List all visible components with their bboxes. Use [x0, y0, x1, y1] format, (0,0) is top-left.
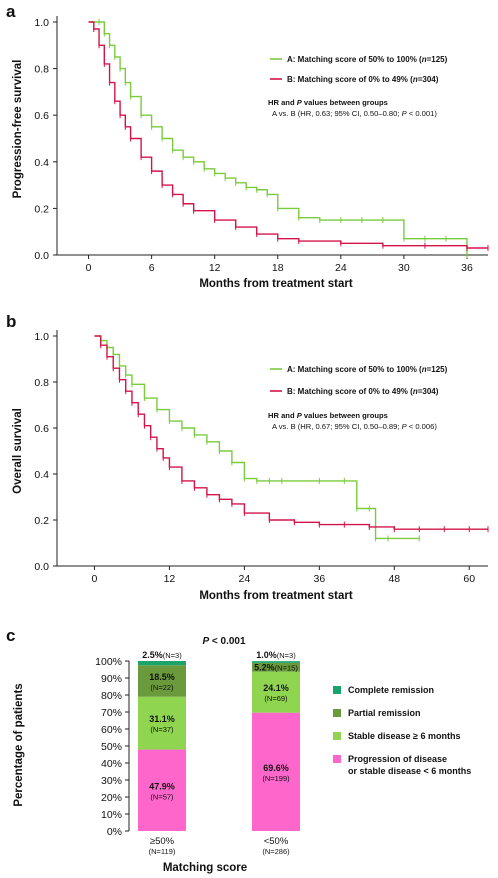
segment-n-label: (N=22): [150, 683, 174, 692]
y-tick-label: 30%: [101, 775, 122, 787]
ylabel-a: Progression-free survival: [12, 60, 24, 199]
y-tick-label: 1.0: [34, 331, 49, 343]
km-chart-b: b Overall survival Months from treatment…: [6, 312, 489, 602]
category-n-label: (N=286): [262, 847, 290, 856]
stacked-bar-chart-c: c Percentage of patients Matching score …: [6, 626, 471, 874]
legend-a: A: Matching score of 50% to 100% (n=125)…: [270, 55, 448, 84]
segment-value-label: 47.9%: [149, 781, 175, 791]
y-tick-label: 20%: [101, 792, 122, 804]
segment-value-label: 18.5%: [149, 672, 175, 682]
hr-title-b: HR and P values between groups: [268, 411, 388, 420]
segment-value-label: 24.1%: [263, 683, 289, 693]
bar-segment-stable: [138, 696, 186, 750]
legend-text-b-1: A: Matching score of 50% to 100% (n=125): [287, 365, 448, 374]
km-curve-B: [88, 21, 488, 249]
y-tick-label: 1.0: [34, 17, 49, 29]
y-tick-label: 0.4: [34, 157, 49, 169]
legend-text-b-2: B: Matching score of 0% to 49% (n=304): [287, 387, 439, 396]
xlabel-a: Months from treatment start: [199, 278, 353, 290]
segment-value-label: 69.6%: [263, 763, 289, 773]
segment-n-label: (N=57): [150, 792, 174, 801]
category-label: ≥50%: [150, 836, 175, 847]
y-tick-label: 0.6: [34, 110, 49, 122]
x-tick-label: 30: [398, 262, 410, 274]
legend-label-c: or stable disease < 6 months: [348, 766, 471, 776]
y-tick-label: 10%: [101, 809, 122, 821]
pvalue-c: P < 0.001: [202, 636, 246, 647]
x-tick-label: 24: [239, 573, 251, 585]
x-tick-label: 24: [335, 262, 347, 274]
bar-segment-stable: [252, 671, 300, 713]
xlabel-b: Months from treatment start: [199, 590, 353, 602]
km-curve-A: [94, 335, 420, 540]
y-tick-label: 0.0: [34, 250, 49, 262]
x-tick-label: 60: [463, 573, 475, 585]
legend-label-c: Partial remission: [348, 708, 421, 718]
legend-label-c: Complete remission: [348, 685, 434, 695]
x-tick-label: 6: [149, 262, 155, 274]
bar-segment-complete: [252, 661, 300, 663]
y-tick-label: 0.2: [34, 515, 49, 527]
y-tick-label: 0%: [107, 826, 122, 838]
y-tick-label: 80%: [101, 690, 122, 702]
legend-swatch-c: [333, 755, 341, 763]
ylabel-b: Overall survival: [12, 408, 24, 494]
x-tick-label: 0: [86, 262, 92, 274]
ylabel-c: Percentage of patients: [13, 683, 25, 806]
legend-swatch-c: [333, 686, 341, 694]
legend-label-c: Progression of disease: [348, 754, 447, 764]
x-tick-label: 36: [314, 573, 326, 585]
legend-text-a-1: A: Matching score of 50% to 100% (n=125): [287, 55, 448, 64]
bar-segment-progression: [252, 712, 300, 831]
x-tick-label: 48: [388, 573, 400, 585]
x-tick-label: 36: [461, 262, 473, 274]
panel-label-b: b: [6, 312, 16, 331]
segment-value-label: 31.1%: [149, 714, 175, 724]
bar-segment-progression: [138, 749, 186, 831]
category-label: <50%: [264, 836, 289, 847]
y-tick-label: 0.2: [34, 203, 49, 215]
km-chart-a: a Progression-free survival Months from …: [6, 2, 489, 290]
y-tick-label: 50%: [101, 741, 122, 753]
segment-value-label: 2.5%(N=3): [142, 650, 182, 660]
y-tick-label: 100%: [95, 656, 122, 668]
y-tick-label: 0.6: [34, 423, 49, 435]
xlabel-c: Matching score: [163, 862, 247, 874]
segment-n-label: (N=199): [262, 774, 290, 783]
y-tick-label: 70%: [101, 707, 122, 719]
hr-text-b: A vs. B (HR, 0.67; 95% CI, 0.50–0.89; P …: [272, 422, 437, 431]
x-tick-label: 18: [272, 262, 284, 274]
category-n-label: (N=119): [149, 847, 176, 856]
legend-text-a-2: B: Matching score of 0% to 49% (n=304): [287, 75, 439, 84]
legend-swatch-c: [333, 732, 341, 740]
x-tick-label: 0: [92, 573, 98, 585]
y-tick-label: 90%: [101, 673, 122, 685]
km-curve-B: [94, 335, 488, 530]
legend-b: A: Matching score of 50% to 100% (n=125)…: [270, 365, 448, 396]
hr-text-a: A vs. B (HR, 0.63; 95% CI, 0.50–0.80; P …: [272, 109, 437, 118]
y-tick-label: 0.8: [34, 64, 49, 76]
legend-swatch-c: [333, 709, 341, 717]
segment-value-label: 1.0%(N=3): [256, 650, 296, 660]
bar-segment-partial: [252, 662, 300, 672]
segment-n-label: (N=69): [264, 694, 288, 703]
y-tick-label: 0.0: [34, 561, 49, 573]
x-tick-label: 12: [209, 262, 221, 274]
y-tick-label: 60%: [101, 724, 122, 736]
hr-title-a: HR and P values between groups: [268, 98, 388, 107]
legend-label-c: Stable disease ≥ 6 months: [348, 731, 460, 741]
y-tick-label: 0.4: [34, 469, 49, 481]
y-tick-label: 40%: [101, 758, 122, 770]
y-tick-label: 0.8: [34, 377, 49, 389]
bar-segment-partial: [138, 665, 186, 697]
segment-value-label: 5.2%(N=15): [254, 662, 298, 672]
x-tick-label: 12: [164, 573, 176, 585]
panel-label-c: c: [6, 626, 15, 645]
panel-label-a: a: [6, 2, 16, 21]
segment-n-label: (N=37): [150, 725, 174, 734]
bar-segment-complete: [138, 661, 186, 666]
